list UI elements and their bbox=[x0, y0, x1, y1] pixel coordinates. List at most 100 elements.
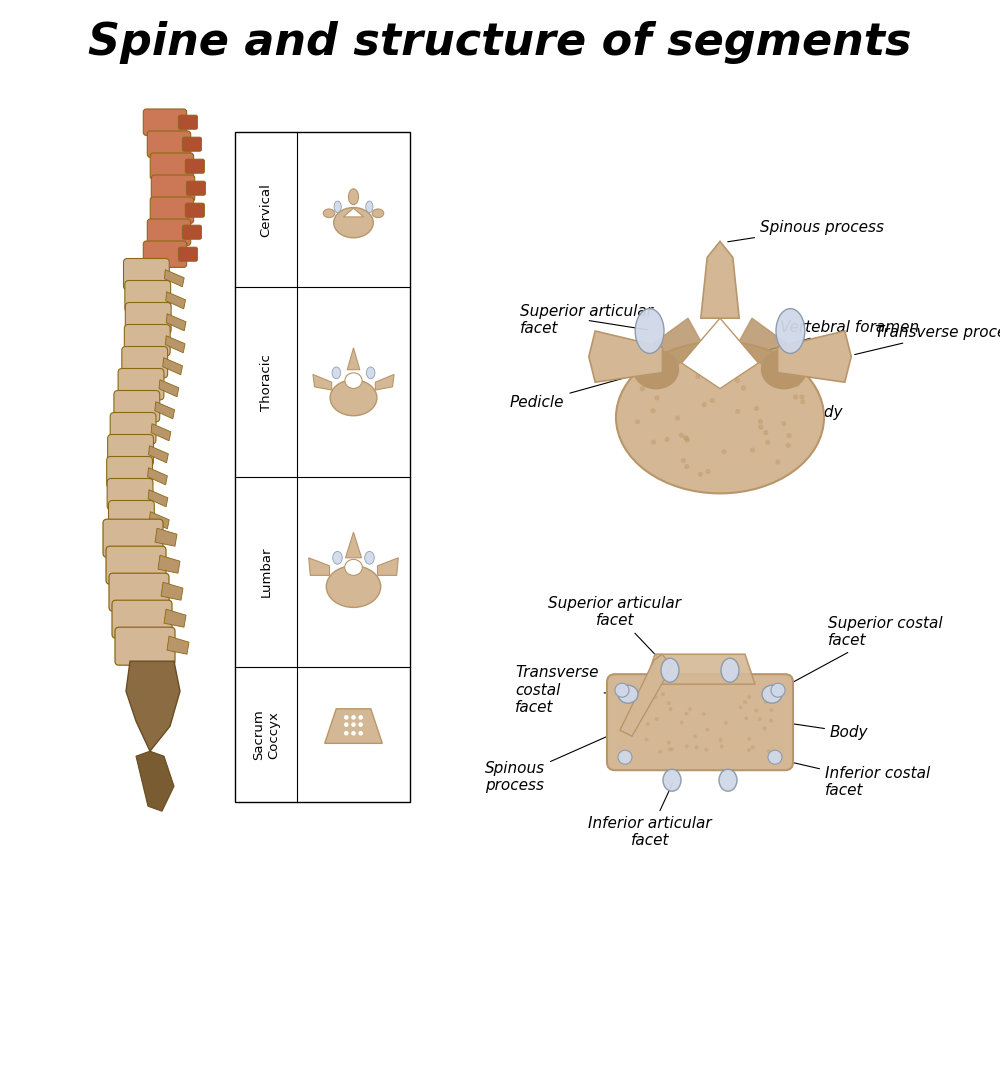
Text: Vertebral foramen: Vertebral foramen bbox=[728, 320, 919, 362]
Circle shape bbox=[776, 460, 780, 464]
Circle shape bbox=[787, 434, 791, 437]
Polygon shape bbox=[589, 330, 662, 382]
Circle shape bbox=[748, 696, 750, 699]
Polygon shape bbox=[161, 582, 183, 600]
FancyBboxPatch shape bbox=[178, 247, 198, 261]
Ellipse shape bbox=[345, 373, 362, 389]
Ellipse shape bbox=[719, 769, 737, 792]
Circle shape bbox=[759, 426, 763, 429]
Text: Body: Body bbox=[785, 723, 869, 740]
Circle shape bbox=[652, 441, 655, 444]
Circle shape bbox=[684, 436, 687, 440]
Text: Thoracic: Thoracic bbox=[260, 354, 272, 410]
Polygon shape bbox=[347, 348, 360, 369]
Text: Transverse
costal
facet: Transverse costal facet bbox=[515, 665, 625, 715]
FancyBboxPatch shape bbox=[107, 457, 152, 488]
Circle shape bbox=[345, 723, 348, 726]
Ellipse shape bbox=[663, 769, 681, 792]
Circle shape bbox=[659, 751, 662, 753]
Polygon shape bbox=[346, 532, 362, 557]
Ellipse shape bbox=[152, 217, 186, 226]
FancyBboxPatch shape bbox=[150, 197, 194, 224]
Text: Body: Body bbox=[753, 405, 844, 422]
FancyBboxPatch shape bbox=[125, 281, 171, 312]
FancyBboxPatch shape bbox=[143, 241, 187, 268]
Ellipse shape bbox=[145, 129, 179, 137]
Ellipse shape bbox=[618, 685, 638, 703]
Polygon shape bbox=[736, 319, 787, 366]
Ellipse shape bbox=[372, 208, 384, 218]
Text: Spinous process: Spinous process bbox=[728, 219, 884, 242]
Circle shape bbox=[640, 387, 644, 391]
Ellipse shape bbox=[323, 208, 335, 218]
FancyBboxPatch shape bbox=[125, 302, 171, 334]
Circle shape bbox=[751, 746, 754, 748]
Circle shape bbox=[736, 409, 740, 414]
Ellipse shape bbox=[117, 602, 159, 612]
Circle shape bbox=[719, 739, 722, 741]
Circle shape bbox=[661, 692, 664, 696]
Polygon shape bbox=[378, 557, 398, 576]
Circle shape bbox=[720, 745, 723, 747]
FancyBboxPatch shape bbox=[122, 347, 168, 378]
FancyBboxPatch shape bbox=[185, 159, 205, 173]
FancyBboxPatch shape bbox=[147, 131, 191, 158]
Circle shape bbox=[359, 723, 362, 726]
Circle shape bbox=[739, 706, 742, 708]
Circle shape bbox=[702, 403, 706, 406]
Bar bbox=[235, 132, 410, 802]
Ellipse shape bbox=[130, 325, 166, 334]
Polygon shape bbox=[164, 609, 186, 627]
Circle shape bbox=[669, 707, 672, 711]
Circle shape bbox=[794, 395, 798, 399]
Ellipse shape bbox=[152, 173, 186, 181]
Polygon shape bbox=[620, 654, 672, 737]
Circle shape bbox=[680, 433, 683, 437]
Polygon shape bbox=[165, 336, 185, 353]
FancyBboxPatch shape bbox=[150, 153, 194, 179]
Polygon shape bbox=[166, 313, 186, 330]
Circle shape bbox=[352, 723, 355, 726]
Circle shape bbox=[786, 444, 790, 447]
FancyBboxPatch shape bbox=[109, 573, 169, 611]
Circle shape bbox=[742, 386, 745, 390]
Circle shape bbox=[735, 379, 739, 382]
Circle shape bbox=[751, 448, 754, 451]
Polygon shape bbox=[149, 446, 168, 463]
Polygon shape bbox=[126, 661, 180, 752]
Ellipse shape bbox=[114, 575, 156, 585]
Circle shape bbox=[763, 727, 766, 730]
Circle shape bbox=[649, 696, 652, 698]
Polygon shape bbox=[682, 319, 758, 389]
Text: Superior articular
facet: Superior articular facet bbox=[520, 303, 653, 336]
Circle shape bbox=[766, 441, 770, 444]
Ellipse shape bbox=[112, 501, 148, 510]
Circle shape bbox=[758, 420, 762, 423]
Circle shape bbox=[667, 702, 670, 704]
Ellipse shape bbox=[334, 201, 341, 213]
Polygon shape bbox=[309, 557, 330, 576]
Polygon shape bbox=[325, 708, 382, 743]
Circle shape bbox=[764, 701, 767, 703]
Ellipse shape bbox=[348, 189, 359, 204]
Circle shape bbox=[655, 396, 659, 400]
Circle shape bbox=[767, 750, 770, 753]
Circle shape bbox=[670, 747, 673, 751]
FancyBboxPatch shape bbox=[151, 175, 195, 201]
FancyBboxPatch shape bbox=[147, 219, 191, 245]
FancyBboxPatch shape bbox=[124, 324, 170, 356]
FancyBboxPatch shape bbox=[106, 546, 166, 584]
Text: Spinous
process: Spinous process bbox=[485, 728, 625, 794]
Circle shape bbox=[654, 696, 657, 699]
Circle shape bbox=[695, 746, 698, 748]
Circle shape bbox=[681, 459, 685, 462]
Polygon shape bbox=[155, 528, 177, 546]
Circle shape bbox=[689, 707, 691, 711]
Polygon shape bbox=[701, 242, 739, 319]
Ellipse shape bbox=[661, 658, 679, 683]
Circle shape bbox=[651, 408, 655, 413]
Circle shape bbox=[694, 735, 696, 738]
FancyBboxPatch shape bbox=[110, 413, 156, 444]
Polygon shape bbox=[375, 375, 394, 390]
Ellipse shape bbox=[762, 685, 782, 703]
